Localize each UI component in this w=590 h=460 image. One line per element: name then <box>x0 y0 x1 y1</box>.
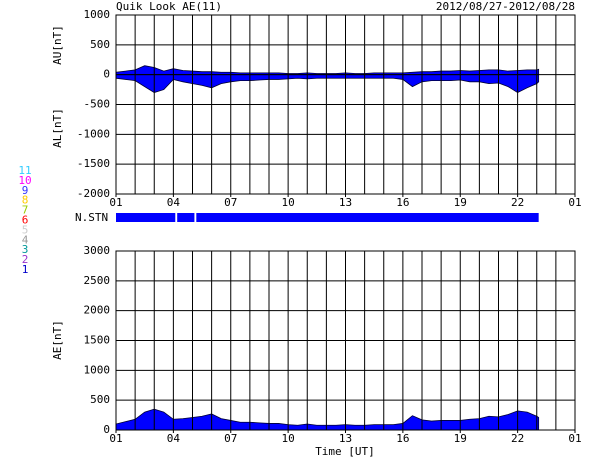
y-tick-label: 0 <box>103 423 110 436</box>
y-tick-label: 1000 <box>84 363 111 376</box>
y-tick-label: 2500 <box>84 274 111 287</box>
x-tick-label: 04 <box>167 432 181 445</box>
x-tick-label: 22 <box>511 196 524 209</box>
y-tick-label: 2000 <box>84 304 111 317</box>
date-range: 2012/08/27-2012/08/28 <box>436 0 575 13</box>
x-tick-label: 13 <box>339 432 352 445</box>
x-tick-label: 01 <box>568 196 581 209</box>
x-axis-label: Time [UT] <box>315 445 375 458</box>
y-tick-label: 1000 <box>84 8 111 21</box>
station-count-label: 8 <box>22 194 29 207</box>
y-tick-label: -2000 <box>77 187 110 200</box>
y-tick-label: 500 <box>90 38 110 51</box>
x-tick-label: 04 <box>167 196 181 209</box>
station-count-label: 3 <box>22 243 29 256</box>
y-tick-label: 1500 <box>84 334 111 347</box>
x-tick-label: 07 <box>224 432 237 445</box>
station-label: N.STN <box>75 211 108 224</box>
y-tick-label: -1000 <box>77 127 110 140</box>
x-tick-label: 16 <box>396 432 409 445</box>
y-axis-label: AE[nT] <box>51 320 64 360</box>
plot-frame <box>115 250 576 431</box>
x-tick-label: 07 <box>224 196 237 209</box>
station-count-label: 6 <box>22 214 29 227</box>
y-axis-label: AU[nT] <box>51 25 64 65</box>
x-tick-label: 10 <box>282 432 295 445</box>
plot-frame <box>115 14 576 195</box>
band-area <box>115 74 540 94</box>
station-bar <box>116 213 176 222</box>
station-bar <box>196 213 539 222</box>
x-tick-label: 01 <box>568 432 581 445</box>
x-tick-label: 19 <box>454 196 467 209</box>
x-tick-label: 22 <box>511 432 524 445</box>
y-axis-label: AL[nT] <box>51 108 64 148</box>
area <box>115 408 540 431</box>
station-count-label: 4 <box>22 233 29 246</box>
x-tick-label: 13 <box>339 196 352 209</box>
y-tick-label: -500 <box>84 98 111 111</box>
station-count-label: 1 <box>22 263 29 276</box>
y-tick-label: -1500 <box>77 157 110 170</box>
band-area <box>115 65 540 76</box>
x-tick-label: 10 <box>282 196 295 209</box>
y-tick-label: 500 <box>90 393 110 406</box>
y-tick-label: 0 <box>103 68 110 81</box>
station-count-label: 7 <box>22 204 29 217</box>
x-tick-label: 19 <box>454 432 467 445</box>
x-tick-label: 16 <box>396 196 409 209</box>
station-count-label: 2 <box>22 253 29 266</box>
station-count-label: 10 <box>18 174 31 187</box>
x-tick-label: 01 <box>109 196 122 209</box>
y-tick-label: 3000 <box>84 244 111 257</box>
station-count-label: 5 <box>22 223 29 236</box>
station-count-label: 9 <box>22 184 29 197</box>
station-bar <box>177 213 195 222</box>
station-count-label: 11 <box>18 164 31 177</box>
x-tick-label: 01 <box>109 432 122 445</box>
chart-title: Quik Look AE(11) <box>116 0 222 13</box>
